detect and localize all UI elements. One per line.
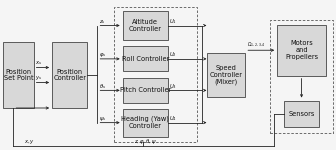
Bar xyxy=(277,25,326,76)
Text: $z_s$: $z_s$ xyxy=(99,18,106,26)
Bar xyxy=(52,42,87,108)
Text: Speed
Controller
(Mixer): Speed Controller (Mixer) xyxy=(209,65,243,85)
Text: $\Omega_{1,2,3,4}$: $\Omega_{1,2,3,4}$ xyxy=(247,40,265,49)
Bar xyxy=(284,100,319,127)
Bar xyxy=(3,42,34,108)
Text: $y_s$: $y_s$ xyxy=(35,74,42,82)
Bar xyxy=(270,20,333,133)
Bar xyxy=(114,7,197,142)
Text: $z, \varphi, \theta, \psi$: $z, \varphi, \theta, \psi$ xyxy=(134,137,158,146)
Text: Altitude
Controller: Altitude Controller xyxy=(129,19,162,32)
Text: $x_s$: $x_s$ xyxy=(35,59,42,67)
Text: Sensors: Sensors xyxy=(288,111,315,117)
Bar xyxy=(123,109,168,136)
Text: Position
Controller: Position Controller xyxy=(53,69,86,81)
Bar xyxy=(207,53,245,97)
Bar xyxy=(123,46,168,71)
Text: $U_2$: $U_2$ xyxy=(169,50,177,59)
Text: $U_4$: $U_4$ xyxy=(169,114,177,123)
Bar xyxy=(123,78,168,103)
Text: Heading (Yaw)
Controller: Heading (Yaw) Controller xyxy=(121,116,169,129)
Text: $x, y$: $x, y$ xyxy=(24,138,35,146)
Text: Position
Set Point: Position Set Point xyxy=(4,69,33,81)
Text: $U_3$: $U_3$ xyxy=(169,82,177,91)
Text: $\psi_s$: $\psi_s$ xyxy=(99,115,107,123)
Bar xyxy=(123,11,168,40)
Text: $U_1$: $U_1$ xyxy=(169,17,177,26)
Text: Motors
and
Propellers: Motors and Propellers xyxy=(285,40,318,60)
Text: Pitch Controller: Pitch Controller xyxy=(120,87,171,93)
Text: $\theta_s$: $\theta_s$ xyxy=(99,82,106,91)
Text: Roll Controller: Roll Controller xyxy=(122,56,169,62)
Text: $\varphi_s$: $\varphi_s$ xyxy=(99,51,107,59)
